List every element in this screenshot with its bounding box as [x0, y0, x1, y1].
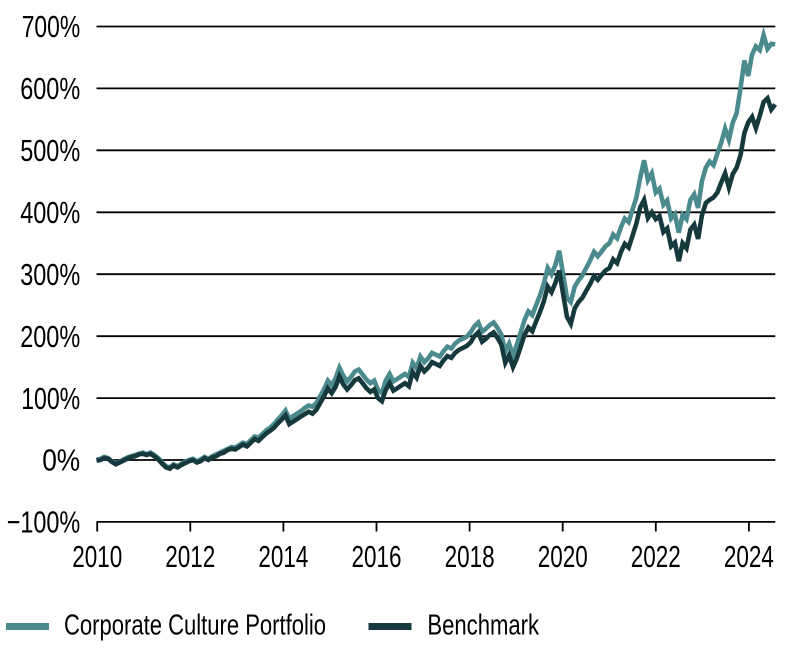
svg-text:400%: 400%: [20, 195, 80, 230]
svg-text:2018: 2018: [445, 539, 495, 574]
svg-text:100%: 100%: [21, 381, 80, 416]
svg-text:Corporate Culture Portfolio: Corporate Culture Portfolio: [64, 609, 326, 641]
svg-text:2020: 2020: [538, 539, 588, 574]
svg-text:2014: 2014: [258, 539, 308, 574]
svg-text:−100%: −100%: [7, 505, 81, 540]
svg-text:700%: 700%: [22, 9, 81, 44]
svg-text:2022: 2022: [631, 539, 681, 574]
svg-text:Benchmark: Benchmark: [427, 609, 539, 641]
svg-text:2012: 2012: [165, 539, 215, 574]
svg-text:0%: 0%: [42, 443, 80, 478]
svg-text:2010: 2010: [72, 539, 122, 574]
svg-text:200%: 200%: [20, 319, 80, 354]
svg-text:2016: 2016: [352, 539, 402, 574]
svg-text:300%: 300%: [20, 257, 80, 292]
svg-text:2024: 2024: [724, 539, 774, 574]
svg-text:500%: 500%: [20, 133, 80, 168]
svg-text:600%: 600%: [20, 71, 80, 106]
